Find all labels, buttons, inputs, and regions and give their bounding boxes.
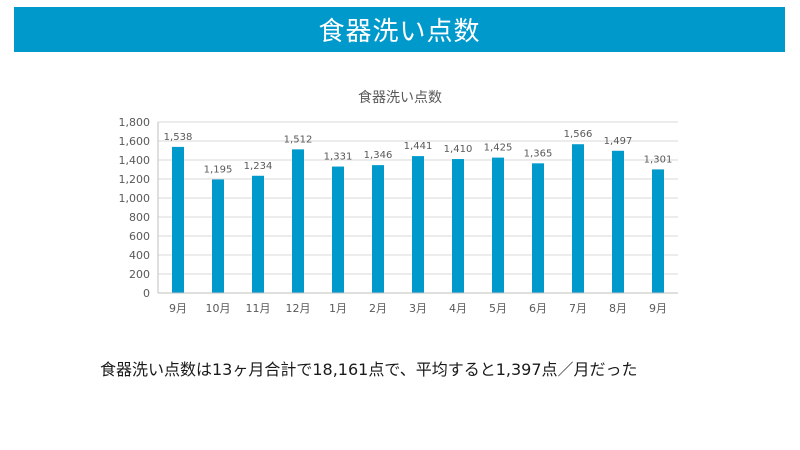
data-label: 1,425: [484, 143, 513, 154]
x-tick-label: 8月: [609, 302, 627, 315]
bar: [612, 150, 624, 293]
x-tick-label: 7月: [569, 302, 587, 315]
data-label: 1,512: [284, 134, 313, 145]
y-tick-label: 200: [129, 268, 150, 281]
x-tick-label: 2月: [369, 302, 387, 315]
bar: [412, 156, 424, 293]
bar: [172, 146, 184, 293]
bar: [452, 159, 464, 293]
x-tick-label: 3月: [409, 302, 427, 315]
x-axis-ticks: 9月 10月 11月 12月 1月 2月 3月 4月 5月 6月 7月 8月 9月: [169, 302, 667, 315]
summary-text: 食器洗い点数は13ヶ月合計で18,161点で、平均すると1,397点／月だった: [100, 360, 638, 379]
x-tick-label: 4月: [449, 302, 467, 315]
bar: [572, 144, 584, 293]
bar: [492, 157, 504, 293]
y-tick-label: 1,000: [119, 192, 151, 205]
data-label: 1,441: [404, 141, 433, 152]
x-tick-label: 9月: [169, 302, 187, 315]
data-label: 1,331: [324, 152, 353, 163]
x-tick-label: 10月: [206, 302, 231, 315]
y-tick-label: 0: [143, 287, 150, 300]
y-axis-ticks: 0 200 400 600 800 1,000 1,200 1,400 1,600 1,800: [119, 116, 151, 300]
data-label: 1,234: [244, 161, 273, 172]
bar: [532, 163, 544, 293]
bar: [252, 175, 264, 293]
bars: [172, 144, 664, 293]
x-tick-label: 1月: [329, 302, 347, 315]
bar: [372, 165, 384, 293]
slide-title-bar: 食器洗い点数: [14, 7, 785, 52]
data-label: 1,497: [604, 136, 633, 147]
x-tick-label: 6月: [529, 302, 547, 315]
chart-title: 食器洗い点数: [358, 89, 442, 106]
data-labels: 1,538 1,195 1,234 1,512 1,331 1,346 1,441 1,410…: [164, 129, 673, 175]
y-tick-label: 1,800: [119, 116, 151, 129]
slide-title: 食器洗い点数: [318, 17, 481, 47]
data-label: 1,410: [444, 144, 473, 155]
data-label: 1,538: [164, 132, 193, 143]
y-tick-label: 600: [129, 230, 150, 243]
axes: [157, 122, 678, 294]
x-tick-label: 12月: [286, 302, 311, 315]
bar: [212, 179, 224, 293]
data-label: 1,301: [644, 154, 673, 165]
bar-chart: 食器洗い点数 0 200 400 600 800 1,000 1,200 1,400 1,600…: [100, 78, 700, 328]
y-tick-label: 400: [129, 249, 150, 262]
x-tick-label: 9月: [649, 302, 667, 315]
data-label: 1,566: [564, 129, 593, 140]
bar: [332, 166, 344, 293]
x-tick-label: 5月: [489, 302, 507, 315]
y-tick-label: 800: [129, 211, 150, 224]
bar: [292, 149, 304, 293]
data-label: 1,346: [364, 150, 393, 161]
y-tick-label: 1,400: [119, 154, 151, 167]
bar: [652, 169, 664, 293]
x-tick-label: 11月: [246, 302, 271, 315]
data-label: 1,365: [524, 148, 553, 159]
y-tick-label: 1,600: [119, 135, 151, 148]
y-tick-label: 1,200: [119, 173, 151, 186]
chart-svg: 食器洗い点数 0 200 400 600 800 1,000 1,200 1,400 1,600…: [119, 89, 678, 315]
data-label: 1,195: [204, 164, 233, 175]
